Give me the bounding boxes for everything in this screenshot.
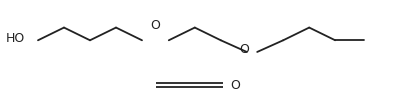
Text: O: O <box>239 43 249 56</box>
Text: O: O <box>230 79 240 92</box>
Text: HO: HO <box>6 32 25 45</box>
Text: O: O <box>150 19 160 32</box>
